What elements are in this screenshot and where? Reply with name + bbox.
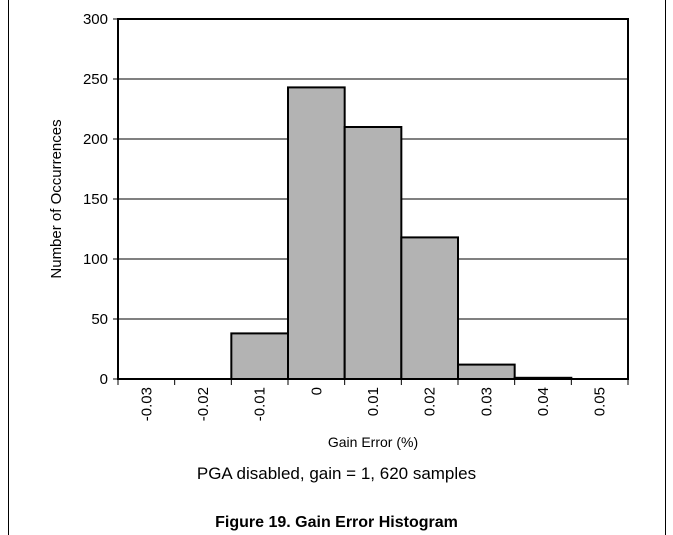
y-tick-label-100: 100: [83, 251, 108, 268]
bar-0.03: [457, 363, 516, 381]
bar-0.01: [343, 126, 403, 380]
x-tick-label--0.03: -0.03: [138, 387, 155, 421]
page-edge-right: [665, 0, 666, 535]
bar-0.02: [400, 236, 460, 380]
x-tick-label--0.02: -0.02: [195, 387, 212, 421]
x-tick-label-0.02: 0.02: [422, 387, 439, 416]
y-tick-label-200: 200: [83, 131, 108, 148]
chart-subtitle: PGA disabled, gain = 1, 620 samples: [196, 464, 477, 483]
bars: [230, 86, 573, 381]
x-tick-label--0.01: -0.01: [252, 387, 269, 421]
x-tick-label-0.04: 0.04: [535, 387, 552, 416]
y-axis-label: Number of Occurrences: [48, 119, 65, 278]
bar--0.01: [230, 332, 289, 380]
page-edge-left: [8, 0, 9, 535]
y-tick-label-50: 50: [91, 311, 108, 328]
y-tick-label-300: 300: [83, 11, 108, 28]
x-axis-ticks: -0.03 -0.02 -0.01 0 0.01 0.02 0.03 0.04 0.05: [117, 379, 629, 421]
y-tick-label-250: 250: [83, 71, 108, 88]
x-tick-label-0.05: 0.05: [592, 387, 609, 416]
y-tick-label-0: 0: [100, 371, 108, 388]
x-tick-label-0.03: 0.03: [478, 387, 495, 416]
figure-title: Figure 19. Gain Error Histogram: [215, 514, 458, 531]
bar-0: [287, 86, 346, 381]
x-tick-label-0.01: 0.01: [365, 387, 382, 416]
x-axis-label: Gain Error (%): [327, 434, 419, 450]
x-tick-label-0: 0: [308, 387, 325, 395]
y-tick-label-150: 150: [83, 191, 108, 208]
y-axis-ticks: 0 50 100 150 200 250 300: [83, 11, 118, 388]
